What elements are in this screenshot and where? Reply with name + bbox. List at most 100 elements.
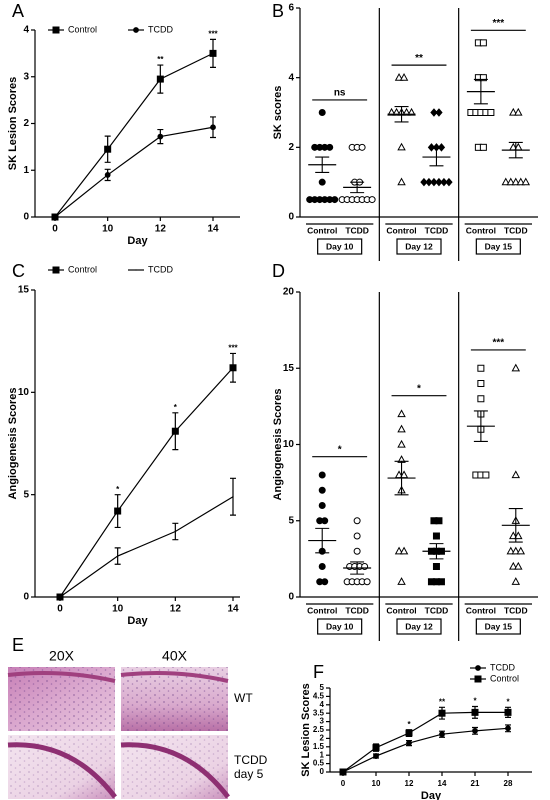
data-point — [353, 547, 361, 555]
x-tick-label: 12 — [155, 224, 167, 235]
data-point — [174, 530, 176, 533]
x-tick-label: 10 — [372, 779, 381, 788]
data-point — [479, 39, 487, 47]
data-point — [479, 74, 487, 82]
epithelium — [120, 671, 229, 683]
sem-bar — [429, 543, 444, 560]
data-point — [506, 546, 516, 555]
sem-bar — [473, 78, 488, 105]
x-tick-label: 10 — [102, 224, 114, 235]
data-point — [477, 395, 485, 403]
y-tick-label: 3 — [23, 71, 29, 82]
data-point — [171, 427, 179, 435]
significance-label: * — [407, 720, 411, 729]
data-point — [405, 729, 413, 737]
data-point — [430, 177, 438, 187]
legend-label: Control — [68, 264, 97, 274]
series-line — [54, 126, 214, 218]
significance-label: ** — [157, 55, 164, 64]
sem-bar — [315, 156, 330, 173]
data-point — [427, 143, 436, 152]
data-point — [511, 363, 521, 372]
y-tick-label: 5 — [288, 515, 294, 526]
group-series-label: TCDD — [425, 605, 449, 615]
data-point — [516, 177, 526, 186]
column-label: 20X — [49, 648, 75, 664]
data-point — [104, 172, 111, 178]
data-point — [321, 517, 329, 525]
group-series-label: Control — [466, 605, 496, 615]
y-tick-label: 4 — [288, 72, 294, 83]
data-point — [406, 740, 412, 747]
series-line — [342, 711, 508, 773]
data-point — [472, 727, 478, 734]
x-tick-label: 14 — [438, 779, 447, 788]
sem-bar — [350, 181, 365, 194]
y-axis-label: Angiogenesis Scores — [272, 389, 284, 501]
x-axis-label: Day — [421, 790, 442, 800]
day-box — [317, 238, 363, 255]
data-point — [435, 108, 443, 117]
data-point — [432, 532, 440, 540]
series-line — [59, 496, 234, 598]
y-tick-label: 0 — [288, 592, 294, 603]
data-point — [232, 496, 234, 498]
y-tick-label: 4 — [320, 700, 325, 709]
x-tick-label: 12 — [405, 779, 414, 788]
data-point — [339, 768, 347, 776]
group-series-label: TCDD — [345, 605, 369, 615]
data-point — [326, 143, 334, 151]
data-point — [210, 124, 216, 131]
y-axis-label: SK Lesion Scores — [7, 77, 19, 171]
data-point — [331, 196, 339, 204]
group-series-label: TCDD — [425, 225, 449, 235]
data-point — [397, 177, 406, 186]
data-point — [420, 177, 428, 187]
x-tick-label: 0 — [52, 224, 58, 235]
significance-label: ** — [415, 53, 423, 64]
y-axis-label: SK scores — [272, 86, 284, 140]
group-series-label: Control — [386, 225, 416, 235]
x-tick-label: 14 — [207, 224, 219, 235]
data-point — [52, 214, 58, 220]
epithelium — [7, 742, 117, 799]
sem-bar — [394, 460, 409, 496]
x-tick-label: 14 — [227, 604, 239, 615]
data-point — [368, 196, 376, 204]
data-point — [372, 744, 380, 752]
y-tick-label: 4.5 — [313, 692, 325, 701]
data-point — [511, 577, 521, 585]
sem-bar — [315, 527, 330, 554]
data-point — [318, 471, 326, 479]
data-point — [437, 143, 446, 152]
day-box — [396, 618, 442, 635]
day-box — [475, 238, 521, 255]
significance-label: ** — [439, 697, 446, 706]
y-tick-label: 3 — [320, 717, 325, 726]
panel-label: E — [12, 635, 24, 655]
data-point — [477, 380, 485, 387]
y-tick-label: 1 — [320, 750, 325, 759]
day-label: Day 15 — [485, 621, 513, 631]
data-point — [318, 178, 326, 186]
data-point — [425, 177, 433, 187]
row-label: TCDD day 5 — [234, 753, 268, 781]
row-label-box: TCDD day 5 — [234, 753, 268, 781]
y-tick-label: 2 — [23, 118, 29, 129]
data-point — [114, 507, 122, 515]
y-tick-label: 15 — [18, 285, 30, 296]
y-axis-label: SK Lesion Scores — [300, 683, 312, 777]
y-tick-label: 5 — [23, 489, 29, 500]
sem-bar — [429, 147, 444, 167]
y-tick-label: 15 — [283, 363, 295, 374]
data-point — [509, 107, 518, 116]
data-point — [353, 517, 361, 525]
data-point — [477, 364, 485, 372]
data-point — [439, 731, 445, 738]
day-label: Day 12 — [405, 621, 433, 631]
legend-marker — [52, 26, 60, 34]
data-point — [318, 486, 326, 494]
legend-label: Control — [68, 24, 97, 34]
group-series-label: TCDD — [345, 225, 369, 235]
